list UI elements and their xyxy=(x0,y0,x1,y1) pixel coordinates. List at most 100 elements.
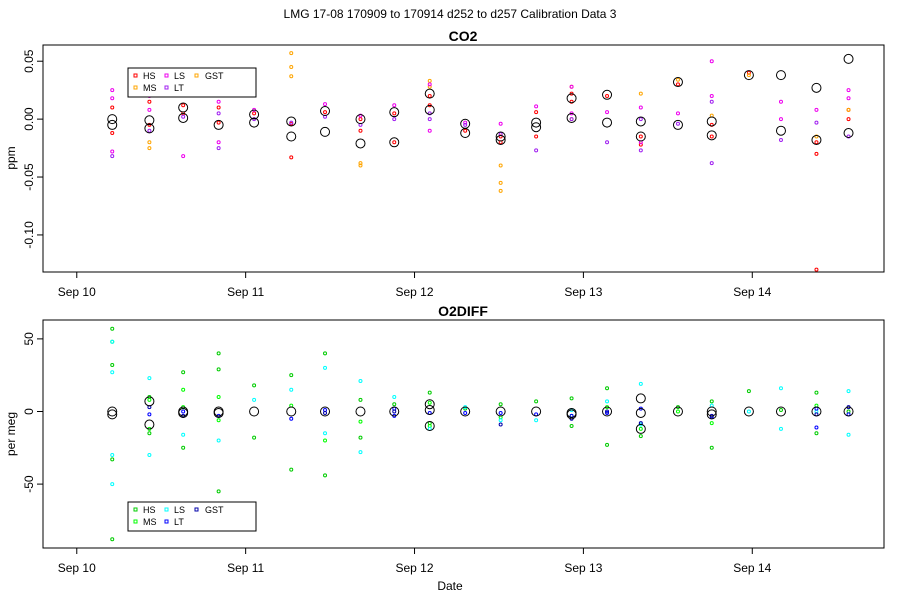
co2-point-lt xyxy=(427,117,432,122)
o2diff-mean-marker xyxy=(389,406,400,417)
co2-point-hs xyxy=(216,120,221,125)
o2diff-point-hs xyxy=(427,390,432,395)
o2diff-point-hs xyxy=(147,431,152,436)
o2diff-point-lt xyxy=(814,425,819,430)
co2-point-ms xyxy=(147,146,152,151)
o2diff-plot-frame xyxy=(42,319,885,549)
co2-point-ls xyxy=(110,149,115,154)
co2-mean-marker xyxy=(178,102,189,113)
co2-mean-marker xyxy=(602,117,613,128)
o2diff-mean-marker xyxy=(107,406,118,417)
o2diff-mean-marker xyxy=(531,406,542,417)
o2diff-point-ls xyxy=(778,386,783,391)
o2diff-point-ms xyxy=(358,419,363,424)
co2-mean-marker xyxy=(775,70,786,81)
o2diff-x-axis-label: Date xyxy=(437,579,463,593)
o2diff-point-hs xyxy=(358,397,363,402)
co2-mean-marker xyxy=(566,112,577,123)
o2diff-point-ls xyxy=(846,389,851,394)
o2diff-x-tick-label: Sep 13 xyxy=(564,561,602,575)
co2-mean-marker xyxy=(286,131,297,142)
co2-mean-marker xyxy=(706,130,717,141)
co2-mean-marker xyxy=(602,89,613,100)
co2-mean-marker xyxy=(320,106,331,117)
o2diff-mean-marker xyxy=(107,409,118,420)
co2-legend-marker-hs xyxy=(133,73,138,78)
o2diff-data-points xyxy=(110,326,851,542)
co2-mean-marker xyxy=(249,117,260,128)
o2diff-mean-marker xyxy=(602,406,613,417)
o2diff-point-ls xyxy=(638,381,643,386)
co2-point-ls xyxy=(605,110,610,115)
co2-point-ls xyxy=(638,105,643,110)
o2diff-legend-label-hs: HS xyxy=(143,505,156,515)
co2-point-hs xyxy=(110,105,115,110)
o2diff-point-ls xyxy=(252,397,257,402)
o2diff-point-hs xyxy=(323,473,328,478)
o2diff-point-ls xyxy=(605,399,610,404)
o2diff-point-ls xyxy=(846,432,851,437)
co2-mean-marker xyxy=(495,134,506,145)
co2-mean-marker xyxy=(531,122,542,133)
co2-point-hs xyxy=(147,99,152,104)
co2-x-tick-label: Sep 14 xyxy=(733,285,771,299)
co2-mean-marker xyxy=(355,114,366,125)
co2-point-hs xyxy=(463,128,468,133)
co2-point-ms xyxy=(289,65,294,70)
o2diff-point-hs xyxy=(746,389,751,394)
co2-point-lt xyxy=(110,154,115,159)
co2-mean-marker xyxy=(843,53,854,64)
co2-mean-marker xyxy=(672,77,683,88)
co2-legend-marker-ms xyxy=(133,85,138,90)
co2-mean-marker xyxy=(144,115,155,126)
co2-mean-marker xyxy=(635,116,646,127)
o2diff-point-hs xyxy=(323,351,328,356)
o2diff-point-hs xyxy=(569,424,574,429)
o2diff-point-lt xyxy=(463,410,468,415)
o2diff-point-gst xyxy=(605,409,610,414)
co2-point-ls xyxy=(709,59,714,64)
o2diff-point-hs xyxy=(358,435,363,440)
o2diff-point-ls xyxy=(358,450,363,455)
co2-mean-marker xyxy=(249,109,260,120)
o2diff-y-axis: 50 0 -50 xyxy=(22,332,43,493)
co2-point-ls xyxy=(534,104,539,109)
co2-legend-marker-gst xyxy=(194,73,199,78)
co2-point-ms xyxy=(746,73,751,78)
co2-point-hs xyxy=(392,140,397,145)
co2-point-ls xyxy=(778,117,783,122)
co2-point-ms xyxy=(498,163,503,168)
co2-point-ls xyxy=(846,96,851,101)
o2diff-mean-marker xyxy=(286,406,297,417)
o2diff-title: O2DIFF xyxy=(438,303,488,319)
o2diff-point-ls xyxy=(358,378,363,383)
o2diff-point-hs xyxy=(289,467,294,472)
o2diff-point-lt xyxy=(498,410,503,415)
o2diff-legend: HS MS LS LT GST xyxy=(127,501,257,532)
co2-legend-label-gst: GST xyxy=(205,71,224,81)
o2diff-mean-marker xyxy=(424,421,435,432)
o2diff-mean-marker xyxy=(355,406,366,417)
o2diff-point-ms xyxy=(216,418,221,423)
co2-point-hs xyxy=(534,134,539,139)
co2-mean-marker xyxy=(320,126,331,137)
o2diff-mean-marker xyxy=(811,406,822,417)
co2-point-hs xyxy=(675,82,680,87)
co2-plot-frame xyxy=(42,44,885,273)
co2-y-tick-label: -0.05 xyxy=(22,163,36,191)
co2-title: CO2 xyxy=(449,28,478,44)
co2-mean-marker xyxy=(635,131,646,142)
co2-mean-marker xyxy=(811,82,822,93)
o2diff-legend-box xyxy=(127,501,257,532)
co2-point-lt xyxy=(463,122,468,127)
o2diff-point-hs xyxy=(181,370,186,375)
co2-point-lt xyxy=(147,128,152,133)
o2diff-legend-label-gst: GST xyxy=(205,505,224,515)
o2diff-point-ms xyxy=(638,426,643,431)
co2-panel: CO2 ppm Sep 10 Sep 11 Sep 12 Sep 13 Sep 14 0… xyxy=(4,28,885,299)
o2diff-point-ms xyxy=(427,400,432,405)
co2-point-hs xyxy=(181,103,186,108)
co2-point-ls xyxy=(392,103,397,108)
o2diff-point-hs xyxy=(534,399,539,404)
co2-point-ls xyxy=(463,120,468,125)
